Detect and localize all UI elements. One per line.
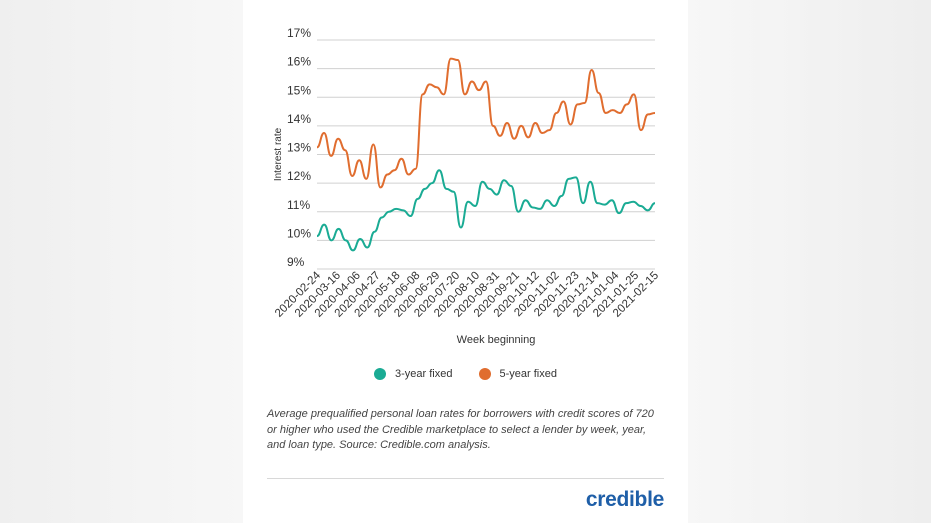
y-tick-label: 13%	[287, 141, 311, 155]
y-tick-label: 16%	[287, 55, 311, 69]
legend-label-3-year: 3-year fixed	[395, 368, 453, 380]
series-line-5-year	[316, 57, 656, 189]
background-left	[0, 0, 243, 523]
legend-dot-3-year-icon	[374, 368, 387, 380]
legend: 3-year fixed 5-year fixed	[243, 368, 688, 380]
legend-item-5-year[interactable]: 5-year fixed	[478, 368, 557, 380]
chart-card: 9% 10% 11% 12% 13% 14% 15% 16% 17% Interest rate 2…	[243, 0, 688, 523]
credible-logo[interactable]: credible	[585, 488, 664, 511]
line-chart: 9%10%11%12%13%14%15%16%17%Interest rate2…	[273, 26, 661, 346]
y-axis-label: Interest rate	[273, 127, 284, 181]
y-tick-label: 17%	[287, 26, 311, 40]
x-axis-label: Week beginning	[457, 334, 536, 346]
legend-item-3-year[interactable]: 3-year fixed	[374, 368, 453, 380]
y-tick-label: 15%	[287, 83, 311, 97]
y-tick-label: 10%	[287, 226, 311, 240]
y-tick-label: 12%	[287, 169, 311, 183]
divider	[267, 478, 664, 479]
legend-label-5-year: 5-year fixed	[499, 368, 557, 380]
series-line-3-year	[316, 169, 656, 252]
legend-dot-5-year-icon	[478, 368, 491, 380]
y-tick-label: 9%	[287, 255, 305, 269]
y-tick-label: 11%	[287, 198, 310, 212]
background-right	[688, 0, 931, 523]
y-tick-label: 14%	[287, 112, 311, 126]
chart-caption: Average prequalified personal loan rates…	[267, 408, 654, 451]
